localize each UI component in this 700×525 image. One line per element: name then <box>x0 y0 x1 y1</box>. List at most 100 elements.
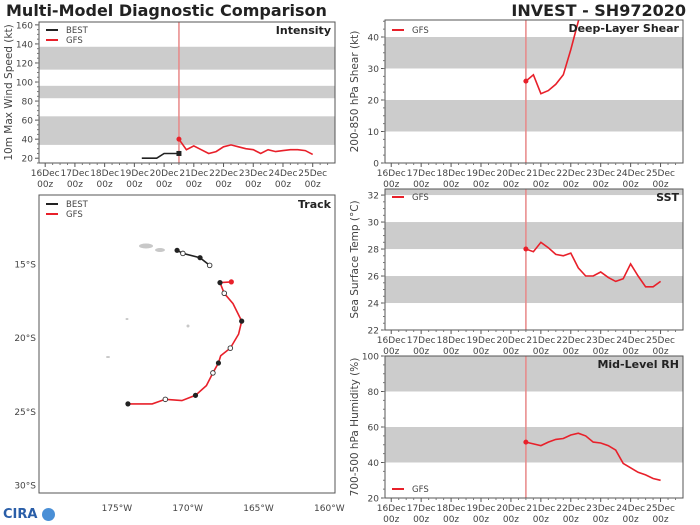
track-line-gfs <box>127 281 243 405</box>
island <box>106 356 110 358</box>
threshold-band <box>39 116 335 145</box>
threshold-band <box>385 37 683 69</box>
y-tick-label: 100 <box>362 353 379 363</box>
x-tick-sublabel: 00z <box>503 515 519 525</box>
x-tick-sublabel: 00z <box>593 347 609 357</box>
x-tick-sublabel: 00z <box>623 347 639 357</box>
track-point-open <box>206 262 213 269</box>
x-tick-label: 24Dec <box>269 169 298 179</box>
panel-track: 175°W 170°W 165°W 160°W 15°S 20°S 25°S 30°S Trac… <box>14 194 345 514</box>
x-tick-sublabel: 00z <box>503 180 519 190</box>
series-line-gfs <box>525 241 662 288</box>
track-point-filled <box>215 360 222 366</box>
panel-title: Deep-Layer Shear <box>568 22 679 35</box>
legend-label: GFS <box>412 193 429 203</box>
x-tick-sublabel: 00z <box>443 347 459 357</box>
x-tick-label: 22Dec <box>556 336 585 346</box>
x-tick-label: 21Dec <box>526 169 555 179</box>
x-tick-label: 22Dec <box>209 169 238 179</box>
x-tick-sublabel: 00z <box>305 180 321 190</box>
x-tick-sublabel: 00z <box>215 180 231 190</box>
legend-label: GFS <box>412 26 429 36</box>
x-tick-label: 22Dec <box>556 504 585 514</box>
x-tick-label: 19Dec <box>120 169 149 179</box>
track-point-filled <box>174 247 180 253</box>
y-tick-label: 80 <box>22 98 34 108</box>
x-tick-sublabel: 00z <box>245 180 261 190</box>
series-line-gfs <box>525 20 580 95</box>
lat-tick-label: 30°S <box>14 482 36 492</box>
panel-sst: 22242628303216Dec00z17Dec00z18Dec00z19De… <box>349 188 684 357</box>
series-line-gfs <box>178 138 314 156</box>
track-line-best <box>176 249 211 267</box>
x-tick-sublabel: 00z <box>652 180 668 190</box>
x-tick-sublabel: 00z <box>97 180 113 190</box>
x-tick-label: 25Dec <box>646 336 675 346</box>
x-tick-sublabel: 00z <box>186 180 202 190</box>
gfs-init-point <box>523 439 529 445</box>
y-tick-label: 80 <box>368 388 380 398</box>
lon-tick-label: 160°W <box>314 504 345 514</box>
x-tick-label: 17Dec <box>407 169 436 179</box>
x-tick-sublabel: 00z <box>533 347 549 357</box>
series-line-gfs <box>525 432 661 482</box>
map-frame <box>38 194 336 494</box>
threshold-band <box>385 189 683 196</box>
x-tick-sublabel: 00z <box>563 347 579 357</box>
track-point-filled <box>217 280 223 286</box>
x-tick-label: 18Dec <box>90 169 119 179</box>
x-tick-sublabel: 00z <box>473 515 489 525</box>
x-tick-sublabel: 00z <box>67 180 83 190</box>
x-tick-label: 21Dec <box>526 504 555 514</box>
x-tick-sublabel: 00z <box>473 180 489 190</box>
x-tick-sublabel: 00z <box>126 180 142 190</box>
track-point-open <box>227 345 234 351</box>
best-last-point <box>176 150 182 156</box>
x-tick-sublabel: 00z <box>383 347 399 357</box>
x-tick-sublabel: 00z <box>156 180 172 190</box>
y-axis-label: 200-850 hPa Shear (kt) <box>349 31 361 153</box>
y-tick-label: 20 <box>368 97 380 107</box>
x-tick-label: 19Dec <box>467 169 496 179</box>
x-tick-sublabel: 00z <box>503 347 519 357</box>
y-axis-label: Sea Surface Temp (°C) <box>349 200 361 318</box>
x-tick-label: 17Dec <box>60 169 89 179</box>
track-point-filled <box>125 401 131 407</box>
island <box>139 243 153 249</box>
x-tick-sublabel: 00z <box>275 180 291 190</box>
x-tick-sublabel: 00z <box>413 347 429 357</box>
panel-intensity: 2040608010012014016016Dec00z17Dec00z18De… <box>3 21 336 190</box>
cira-logo: CIRA <box>3 507 55 522</box>
y-axis-label: 700-500 hPa Humidity (%) <box>349 358 361 497</box>
x-tick-sublabel: 00z <box>652 515 668 525</box>
x-tick-sublabel: 00z <box>623 180 639 190</box>
storm-id: INVEST - SH972020 <box>511 1 686 20</box>
x-tick-label: 16Dec <box>31 169 60 179</box>
x-tick-label: 25Dec <box>646 169 675 179</box>
y-tick-label: 10 <box>368 128 380 138</box>
x-tick-sublabel: 00z <box>383 180 399 190</box>
panel-deep-layer-shear: 01020304016Dec00z17Dec00z18Dec00z19Dec00… <box>349 19 684 190</box>
x-tick-label: 19Dec <box>467 336 496 346</box>
threshold-band <box>385 222 683 250</box>
threshold-band <box>385 276 683 304</box>
panel-title: SST <box>656 191 679 204</box>
x-tick-label: 16Dec <box>377 169 406 179</box>
track-point-filled <box>239 318 245 324</box>
y-tick-label: 40 <box>368 459 380 469</box>
x-tick-label: 23Dec <box>586 504 615 514</box>
threshold-band <box>39 85 335 99</box>
track-point-filled <box>197 255 203 261</box>
threshold-band <box>385 100 683 132</box>
plot-frame <box>384 188 684 331</box>
x-tick-sublabel: 00z <box>652 347 668 357</box>
x-tick-label: 24Dec <box>616 336 645 346</box>
y-tick-label: 28 <box>368 246 380 256</box>
legend-label: GFS <box>412 485 429 495</box>
y-tick-label: 60 <box>22 117 34 127</box>
y-tick-label: 20 <box>22 155 34 165</box>
x-tick-label: 16Dec <box>377 336 406 346</box>
lat-tick-label: 15°S <box>14 260 36 270</box>
x-tick-label: 20Dec <box>496 504 525 514</box>
